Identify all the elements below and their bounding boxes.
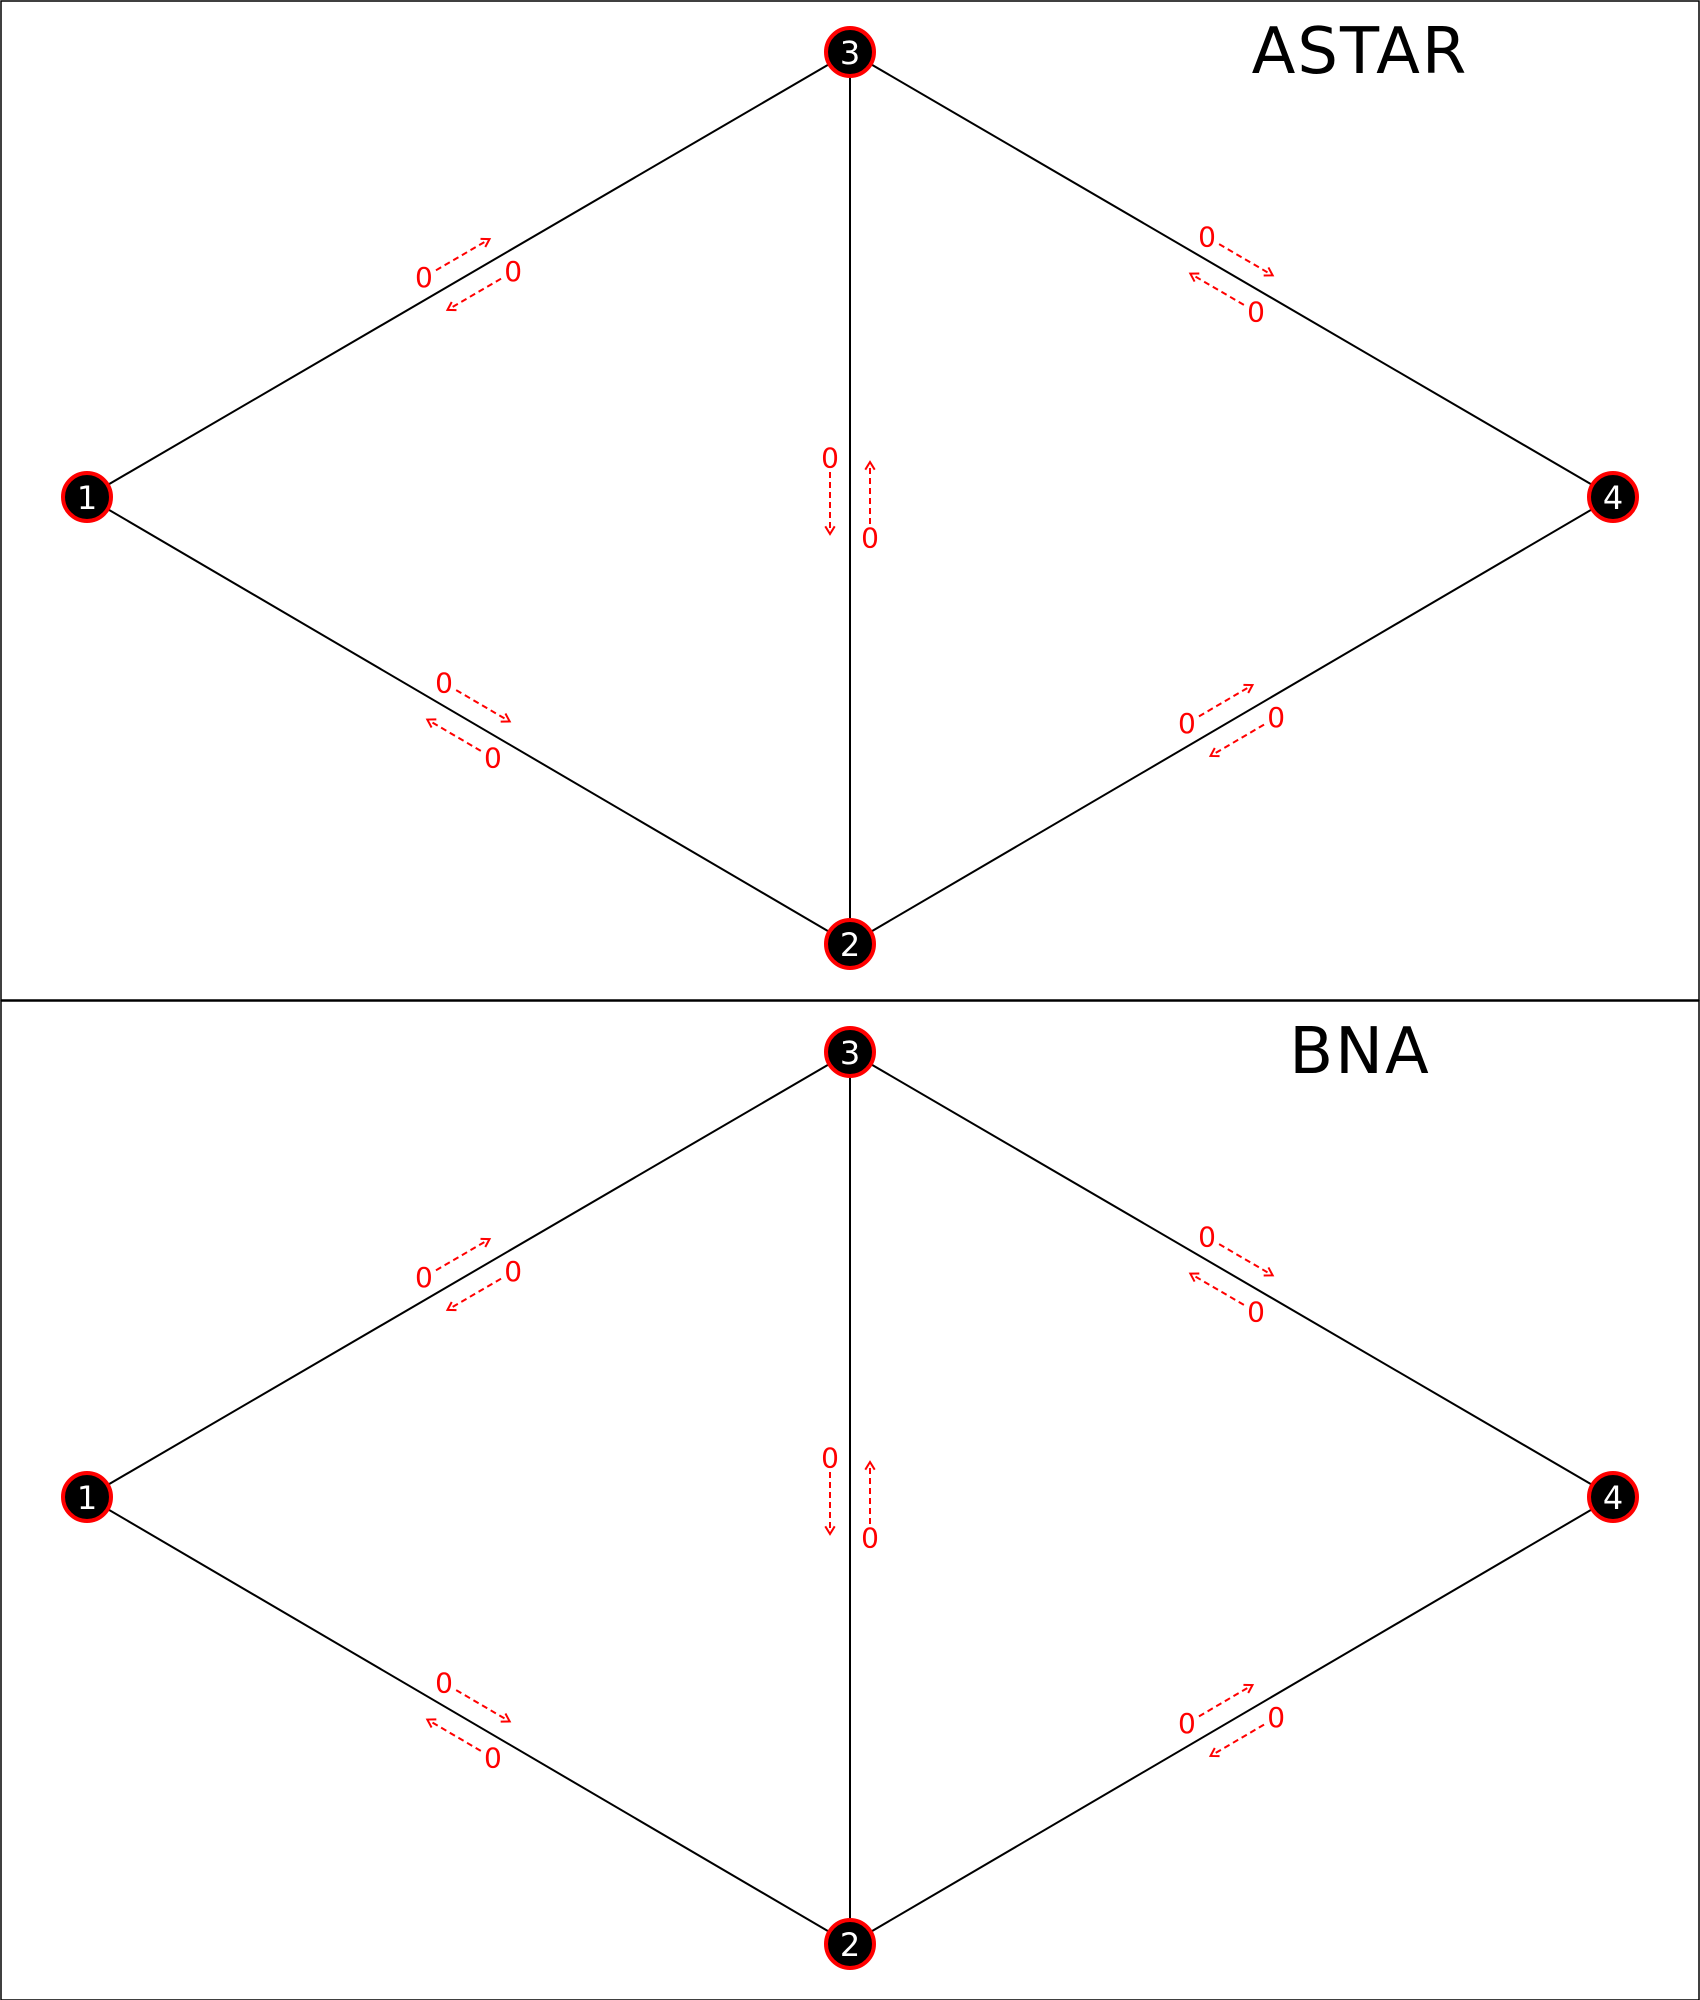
flow-backward-value: 0 — [1267, 701, 1285, 734]
flow-forward-value: 0 — [821, 442, 839, 475]
edge-line — [86, 1496, 851, 1945]
edge-3-4: 00 — [849, 1051, 1614, 1498]
panel-title: ASTAR — [1252, 15, 1469, 89]
flow-backward-value: 0 — [504, 255, 522, 288]
node-2: 2 — [824, 918, 876, 970]
flow-backward-value: 0 — [484, 1741, 502, 1774]
flow-forward-value: 0 — [435, 1667, 453, 1700]
flow-forward-arrow — [1198, 1683, 1255, 1718]
flow-forward-value: 0 — [821, 1442, 839, 1475]
edge-3-2: 00 — [821, 1052, 879, 1944]
node-label: 1 — [77, 479, 97, 517]
flow-forward-value: 0 — [1178, 1707, 1196, 1740]
node-circle — [824, 1026, 876, 1078]
flow-backward-value: 0 — [484, 741, 502, 774]
flow-forward-value: 0 — [1198, 1221, 1216, 1254]
node-circle — [1587, 1471, 1639, 1523]
flow-forward-arrow — [455, 1689, 512, 1723]
edge-1-2: 00 — [86, 496, 851, 945]
edge-line — [849, 51, 1614, 498]
flow-forward-arrow — [1198, 683, 1255, 718]
node-circle — [824, 1918, 876, 1970]
flow-forward-value: 0 — [415, 1261, 433, 1294]
flow-backward-arrow — [425, 1718, 482, 1752]
edge-line — [849, 1496, 1614, 1945]
node-1: 1 — [61, 1471, 113, 1523]
flow-forward-value: 0 — [1178, 707, 1196, 740]
edge-3-2: 00 — [821, 52, 879, 944]
node-2: 2 — [824, 1918, 876, 1970]
flow-forward-arrow — [824, 472, 836, 536]
node-4: 4 — [1587, 471, 1639, 523]
flow-backward-arrow — [864, 1460, 876, 1524]
flow-backward-value: 0 — [1247, 1295, 1265, 1328]
node-3: 3 — [824, 1026, 876, 1078]
flow-backward-value: 0 — [861, 1522, 879, 1555]
flow-forward-arrow — [455, 689, 512, 723]
node-4: 4 — [1587, 1471, 1639, 1523]
flow-backward-value: 0 — [1267, 1701, 1285, 1734]
node-label: 3 — [840, 1034, 860, 1072]
edge-line — [86, 51, 851, 498]
panel-title: BNA — [1289, 1015, 1431, 1089]
edge-line — [86, 496, 851, 945]
edge-3-4: 00 — [849, 51, 1614, 498]
node-circle — [1587, 471, 1639, 523]
edge-line — [86, 1051, 851, 1498]
flow-backward-arrow — [1208, 1723, 1265, 1758]
flow-backward-arrow — [1188, 272, 1245, 306]
flow-forward-value: 0 — [415, 261, 433, 294]
flow-forward-arrow — [1218, 1243, 1275, 1277]
flow-forward-value: 0 — [435, 667, 453, 700]
flow-backward-arrow — [425, 718, 482, 752]
flow-forward-arrow — [435, 1237, 492, 1272]
flow-forward-arrow — [824, 1472, 836, 1536]
flow-backward-value: 0 — [861, 522, 879, 555]
node-circle — [61, 1471, 113, 1523]
flow-forward-arrow — [1218, 243, 1275, 277]
node-label: 3 — [840, 34, 860, 72]
flow-forward-value: 0 — [1198, 221, 1216, 254]
node-label: 4 — [1603, 1479, 1623, 1517]
flow-backward-arrow — [445, 1277, 502, 1312]
node-label: 1 — [77, 1479, 97, 1517]
node-circle — [61, 471, 113, 523]
flow-backward-value: 0 — [1247, 295, 1265, 328]
edge-line — [849, 1051, 1614, 1498]
flow-backward-arrow — [445, 277, 502, 312]
node-3: 3 — [824, 26, 876, 78]
node-label: 2 — [840, 926, 860, 964]
node-circle — [824, 26, 876, 78]
flow-forward-arrow — [435, 237, 492, 272]
node-1: 1 — [61, 471, 113, 523]
node-label: 2 — [840, 1926, 860, 1964]
flow-backward-arrow — [1188, 1272, 1245, 1306]
edge-line — [849, 496, 1614, 945]
edge-1-2: 00 — [86, 1496, 851, 1945]
flow-backward-arrow — [864, 460, 876, 524]
node-circle — [824, 918, 876, 970]
flow-backward-value: 0 — [504, 1255, 522, 1288]
flow-backward-arrow — [1208, 723, 1265, 758]
node-label: 4 — [1603, 479, 1623, 517]
